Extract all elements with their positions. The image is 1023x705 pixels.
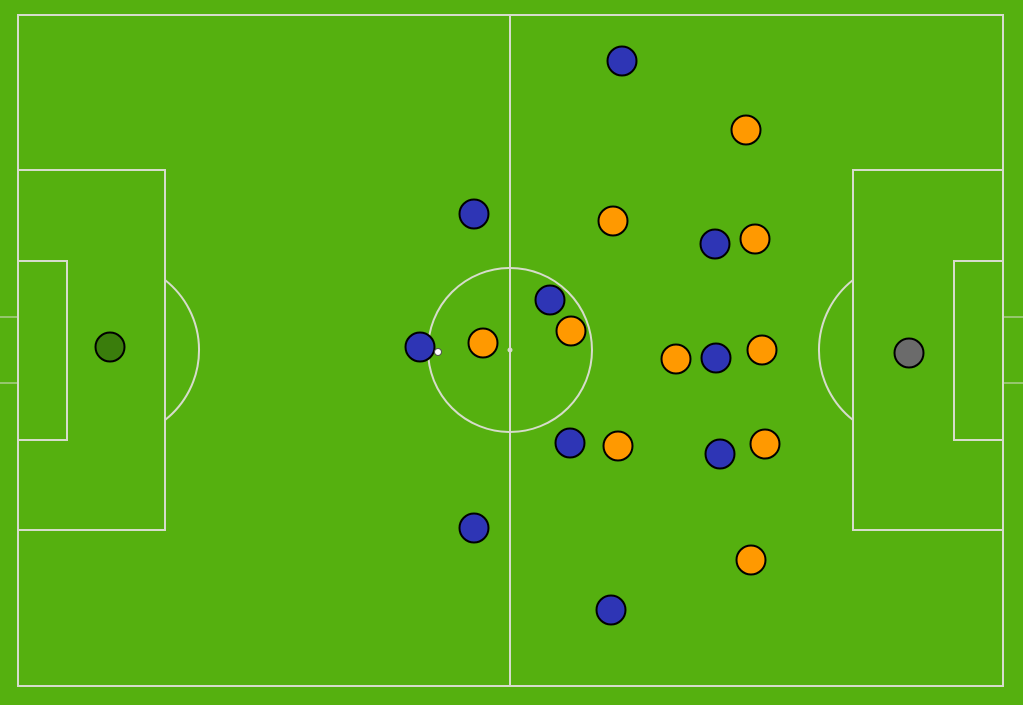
ball-icon [434,348,442,356]
player-left [458,512,490,544]
player-right [739,223,771,255]
right-goal-area [953,260,1004,441]
pitch-markings [0,14,1023,687]
goalkeeper-right [893,337,925,369]
player-left [704,438,736,470]
player-right [660,343,692,375]
player-left [534,284,566,316]
player-left [404,331,436,363]
goalkeeper-left [94,331,126,363]
right-penalty-arc [818,279,854,421]
left-goal-area [17,260,68,441]
player-left [458,198,490,230]
player-left [595,594,627,626]
center-spot [507,347,513,353]
player-right [467,327,499,359]
players [94,45,925,626]
player-right [746,334,778,366]
left-penalty-arc [164,279,200,421]
player-right [730,114,762,146]
player-left [699,228,731,260]
player-right [602,430,634,462]
player-right [735,544,767,576]
player-left [700,342,732,374]
player-left [606,45,638,77]
player-left [554,427,586,459]
player-right [749,428,781,460]
ball [434,348,442,356]
player-right [597,205,629,237]
player-right [555,315,587,347]
